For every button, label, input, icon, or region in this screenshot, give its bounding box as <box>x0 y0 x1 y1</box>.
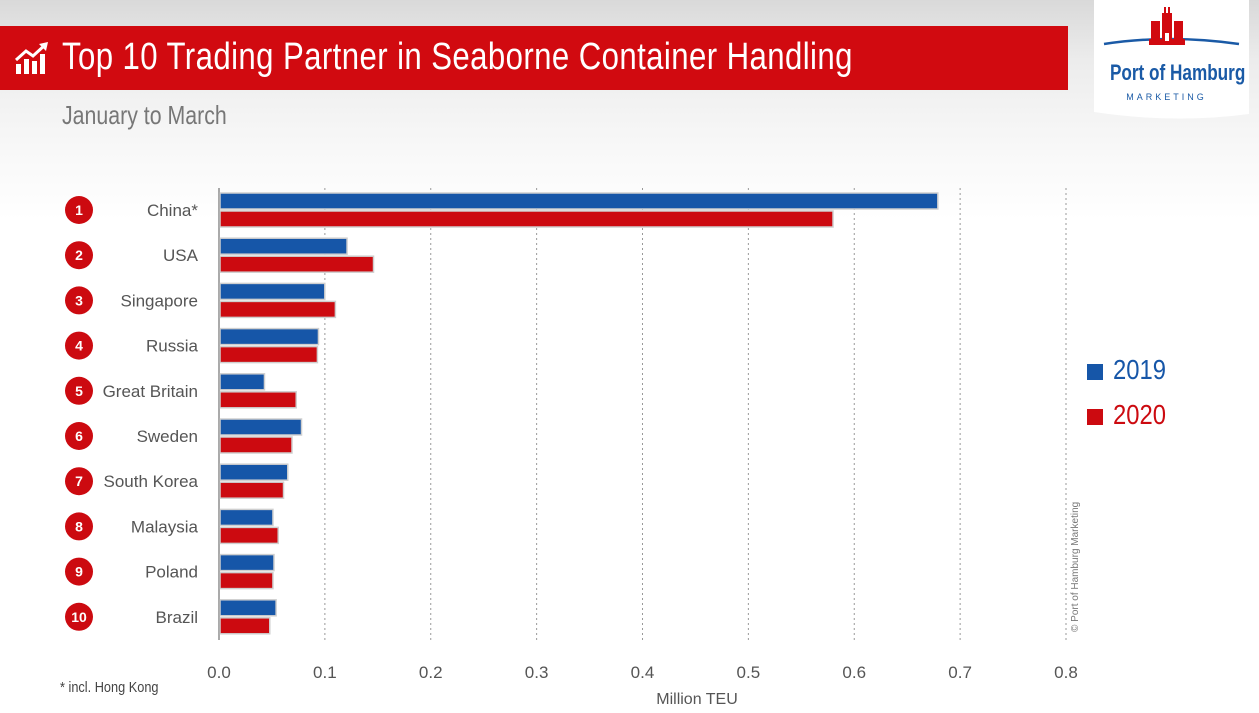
rank-number: 4 <box>75 338 83 354</box>
bar-2019 <box>219 553 275 572</box>
rank-badge <box>65 557 93 586</box>
bar-2020 <box>219 210 834 228</box>
legend-label-2020: 2020 <box>1113 399 1166 430</box>
x-tick-label: 0.7 <box>948 663 972 682</box>
rank-badge <box>65 467 93 496</box>
category-label: USA <box>163 246 199 265</box>
legend-swatch-2019 <box>1087 364 1103 380</box>
rank-number: 6 <box>75 428 83 444</box>
rank-badge <box>65 422 93 450</box>
bar-2020 <box>219 436 293 454</box>
category-label: Russia <box>146 337 199 356</box>
legend-label-2019: 2019 <box>1113 354 1166 385</box>
x-axis-label: Million TEU <box>656 691 738 708</box>
rank-badge <box>65 376 93 405</box>
footnote: * incl. Hong Kong <box>60 679 159 696</box>
rank-badge <box>65 602 93 631</box>
bar-2020 <box>219 481 285 499</box>
rank-badge <box>65 331 93 360</box>
x-tick-label: 0.2 <box>419 663 443 682</box>
bar-2020 <box>219 617 271 635</box>
x-tick-label: 0.0 <box>207 663 231 682</box>
bar-2020 <box>219 526 279 545</box>
bar-2019 <box>219 282 326 301</box>
bar-2020 <box>219 345 319 364</box>
chart-growth-icon <box>14 42 48 74</box>
rank-number: 5 <box>75 383 83 399</box>
rank-number: 9 <box>75 564 83 580</box>
category-label: Sweden <box>137 427 198 446</box>
bar-2019 <box>219 373 266 391</box>
port-logo: Port of Hamburg MARKETING <box>1094 0 1254 120</box>
category-label: China* <box>147 201 198 220</box>
bar-2019 <box>219 463 289 481</box>
category-label: Brazil <box>155 608 198 627</box>
category-label: Poland <box>145 563 198 582</box>
x-tick-label: 0.3 <box>525 663 549 682</box>
rank-badge <box>65 512 93 541</box>
title-bar: Top 10 Trading Partner in Seaborne Conta… <box>0 26 1068 90</box>
bar-2020 <box>219 391 297 409</box>
hamburg-castle-icon <box>1149 7 1185 45</box>
bar-2019 <box>219 327 320 346</box>
copyright-note: © Port of Hamburg Marketing <box>1070 501 1081 632</box>
x-tick-label: 0.6 <box>842 663 866 682</box>
bar-2019 <box>219 237 348 255</box>
category-label: Great Britain <box>103 382 198 401</box>
bar-2019 <box>219 418 303 436</box>
rank-number: 8 <box>75 518 83 534</box>
x-tick-label: 0.8 <box>1054 663 1078 682</box>
bar-2020 <box>219 255 375 273</box>
x-tick-label: 0.4 <box>631 663 655 682</box>
page-title: Top 10 Trading Partner in Seaborne Conta… <box>62 36 853 78</box>
bar-2020 <box>219 300 337 319</box>
logo-name: Port of Hamburg <box>1109 60 1246 85</box>
bar-2019 <box>219 599 277 617</box>
category-label: Malaysia <box>131 517 199 536</box>
x-tick-label: 0.1 <box>313 663 337 682</box>
rank-number: 1 <box>75 202 83 218</box>
x-tick-label: 0.5 <box>737 663 761 682</box>
rank-badge <box>65 286 93 315</box>
category-label: Singapore <box>120 291 198 310</box>
legend-swatch-2020 <box>1087 409 1103 425</box>
bar-2020 <box>219 571 274 590</box>
rank-badge <box>65 196 93 224</box>
rank-number: 3 <box>75 292 83 308</box>
rank-number: 7 <box>75 473 83 489</box>
rank-number: 10 <box>71 609 87 625</box>
rank-badge <box>65 241 93 270</box>
category-label: South Korea <box>103 472 198 491</box>
logo-tagline: MARKETING <box>1126 92 1207 102</box>
bar-2019 <box>219 508 274 527</box>
page-subtitle: January to March <box>62 100 227 130</box>
bar-2019 <box>219 192 939 210</box>
rank-number: 2 <box>75 247 83 263</box>
